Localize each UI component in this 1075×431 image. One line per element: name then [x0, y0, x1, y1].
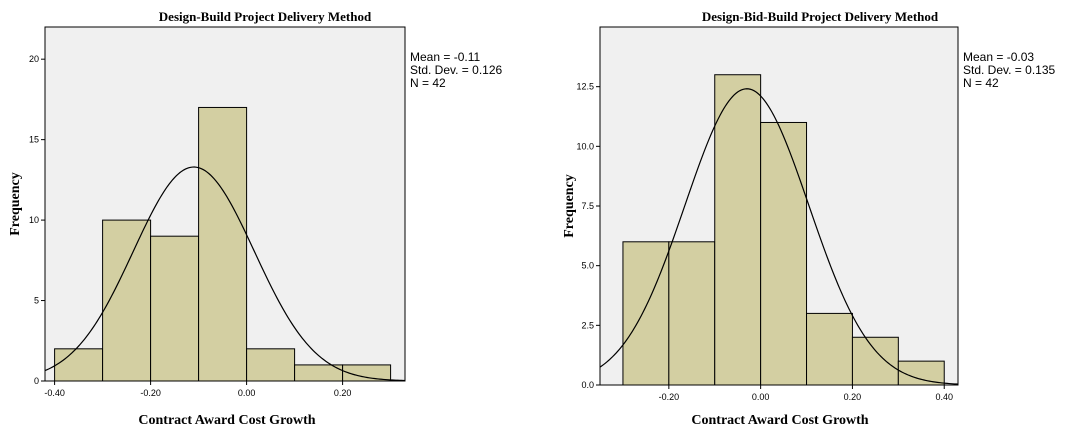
- y-tick-label: 12.5: [576, 82, 594, 92]
- histogram-bar: [851, 336, 899, 386]
- x-ticks: -0.40 -0.20 0.00 0.20: [44, 381, 351, 398]
- y-tick-label: 2.5: [581, 320, 594, 330]
- normal-curve: [599, 88, 959, 385]
- x-tick-label: 0.40: [935, 392, 953, 402]
- y-ticks: 0.0 2.5 5.0 7.5 10.0 12.5: [576, 82, 600, 390]
- y-axis-label: Frequency: [8, 172, 23, 236]
- histogram-design-build: Design-Build Project Delivery Method 0 5 1…: [8, 9, 502, 428]
- x-axis-label: Contract Award Cost Growth: [691, 413, 868, 428]
- chart-title: Design-Bid-Build Project Delivery Method: [702, 9, 939, 24]
- stat-std-dev: Std. Dev. = 0.126: [410, 63, 502, 77]
- histogram-bar: [806, 312, 853, 386]
- x-axis-label: Contract Award Cost Growth: [138, 413, 315, 428]
- histogram-bar: [897, 360, 945, 386]
- stat-mean: Mean = -0.11: [410, 50, 480, 64]
- y-ticks: 0 5 10 15 20: [29, 54, 45, 386]
- y-tick-label: 5: [34, 296, 39, 306]
- histogram-bar: [102, 219, 152, 382]
- x-tick-label: -0.40: [44, 388, 65, 398]
- histogram-bar: [668, 241, 716, 386]
- histogram-bar: [714, 74, 762, 386]
- y-tick-label: 10: [29, 215, 39, 225]
- y-tick-label: 7.5: [581, 201, 594, 211]
- x-tick-label: -0.20: [659, 392, 680, 402]
- x-ticks: -0.20 0.00 0.20 0.40: [659, 385, 953, 402]
- bars: [622, 74, 945, 386]
- histogram-bar: [342, 364, 392, 382]
- histogram-bar: [150, 235, 200, 382]
- x-tick-label: 0.00: [752, 392, 770, 402]
- y-tick-label: 0: [34, 376, 39, 386]
- histogram-bar: [760, 121, 808, 386]
- x-tick-label: 0.20: [334, 388, 352, 398]
- histogram-bar: [622, 241, 670, 386]
- x-tick-label: 0.00: [238, 388, 256, 398]
- x-tick-label: 0.20: [844, 392, 862, 402]
- y-axis-label: Frequency: [562, 174, 577, 238]
- stat-n: N = 42: [410, 76, 446, 90]
- stat-mean: Mean = -0.03: [963, 50, 1034, 64]
- histogram-bar: [246, 348, 296, 382]
- y-tick-label: 20: [29, 54, 39, 64]
- y-tick-label: 5.0: [581, 261, 594, 271]
- x-tick-label: -0.20: [140, 388, 161, 398]
- histogram-bar: [54, 348, 104, 382]
- bars: [54, 106, 392, 382]
- histogram-design-bid-build: Design-Bid-Build Project Delivery Method…: [562, 9, 1055, 428]
- stat-n: N = 42: [963, 76, 999, 90]
- y-tick-label: 15: [29, 135, 39, 145]
- normal-curve: [44, 166, 406, 382]
- chart-title: Design-Build Project Delivery Method: [159, 9, 372, 24]
- y-tick-label: 0.0: [581, 380, 594, 390]
- histogram-bar: [198, 106, 248, 382]
- stat-std-dev: Std. Dev. = 0.135: [963, 63, 1055, 77]
- y-tick-label: 10.0: [576, 141, 594, 151]
